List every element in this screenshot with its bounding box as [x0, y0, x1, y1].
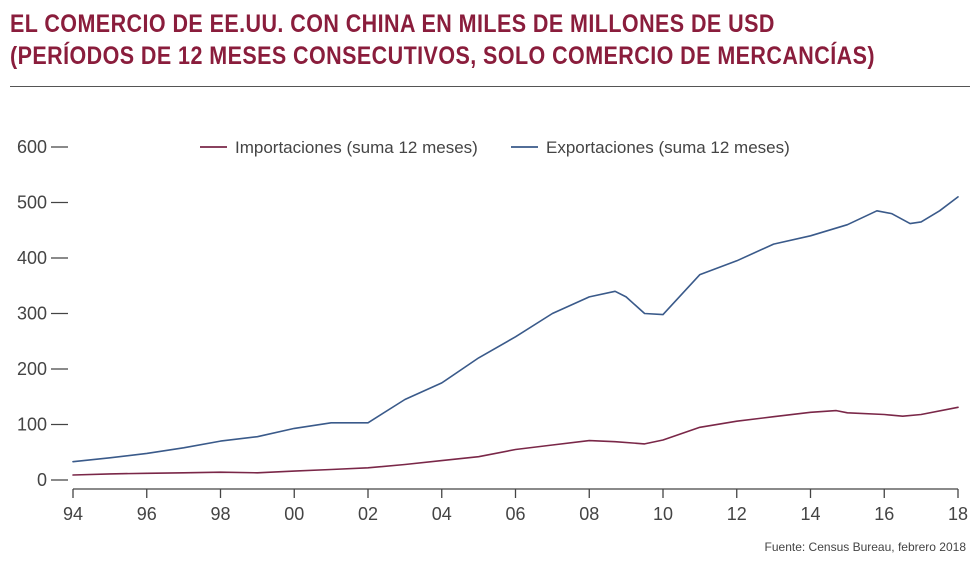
y-tick-label: 600: [17, 137, 47, 157]
chart-title: EL COMERCIO DE EE.UU. CON CHINA EN MILES…: [10, 8, 875, 72]
y-tick-label: 500: [17, 193, 47, 213]
y-tick-label: 0: [37, 470, 47, 490]
x-axis: 94 96 98 00 02 04 06 08 10 12 14 16 18: [63, 488, 968, 524]
legend: Importaciones (suma 12 meses) Exportacion…: [200, 138, 790, 157]
x-tick-label: 08: [579, 504, 599, 524]
x-tick-label: 06: [505, 504, 525, 524]
chart-title-line-2: (PERÍODOS DE 12 MESES CONSECUTIVOS, SOLO…: [10, 42, 875, 70]
x-tick-label: 18: [948, 504, 968, 524]
title-divider: [10, 86, 970, 87]
source-note: Fuente: Census Bureau, febrero 2018: [764, 540, 966, 554]
x-tick-label: 16: [874, 504, 894, 524]
y-tick-label: 100: [17, 415, 47, 435]
x-tick-label: 04: [432, 504, 452, 524]
x-tick-label: 98: [210, 504, 230, 524]
chart-title-line-1: EL COMERCIO DE EE.UU. CON CHINA EN MILES…: [10, 10, 775, 38]
x-tick-label: 00: [284, 504, 304, 524]
x-tick-label: 12: [727, 504, 747, 524]
legend-exportaciones-label: Exportaciones (suma 12 meses): [546, 138, 790, 157]
y-tick-label: 400: [17, 248, 47, 268]
x-tick-label: 02: [358, 504, 378, 524]
y-tick-label: 200: [17, 359, 47, 379]
x-tick-label: 96: [137, 504, 157, 524]
series-layer: [72, 196, 959, 476]
x-tick-label: 10: [653, 504, 673, 524]
y-axis: 0 100 200 300 400 500 600: [17, 137, 68, 490]
x-tick-label: 14: [800, 504, 820, 524]
legend-importaciones-label: Importaciones (suma 12 meses): [235, 138, 478, 157]
y-tick-label: 300: [17, 304, 47, 324]
series-line-exportaciones: [72, 196, 959, 463]
x-tick-label: 94: [63, 504, 83, 524]
series-line-importaciones: [72, 406, 959, 476]
